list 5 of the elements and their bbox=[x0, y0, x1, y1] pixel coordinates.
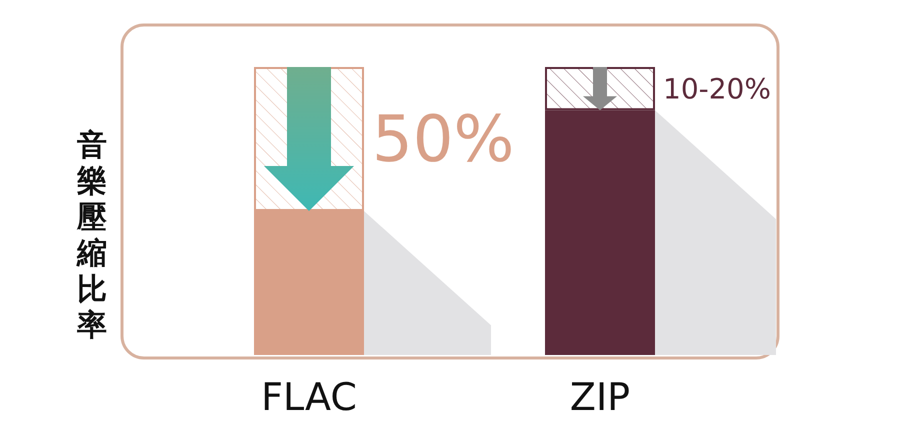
x-tick-label: ZIP bbox=[570, 375, 630, 419]
y-axis-title: 音樂壓縮比率 bbox=[76, 128, 107, 343]
annotation: 10-20% bbox=[663, 72, 771, 106]
annotation: 50% bbox=[372, 103, 514, 177]
x-tick-label: FLAC bbox=[261, 375, 357, 419]
